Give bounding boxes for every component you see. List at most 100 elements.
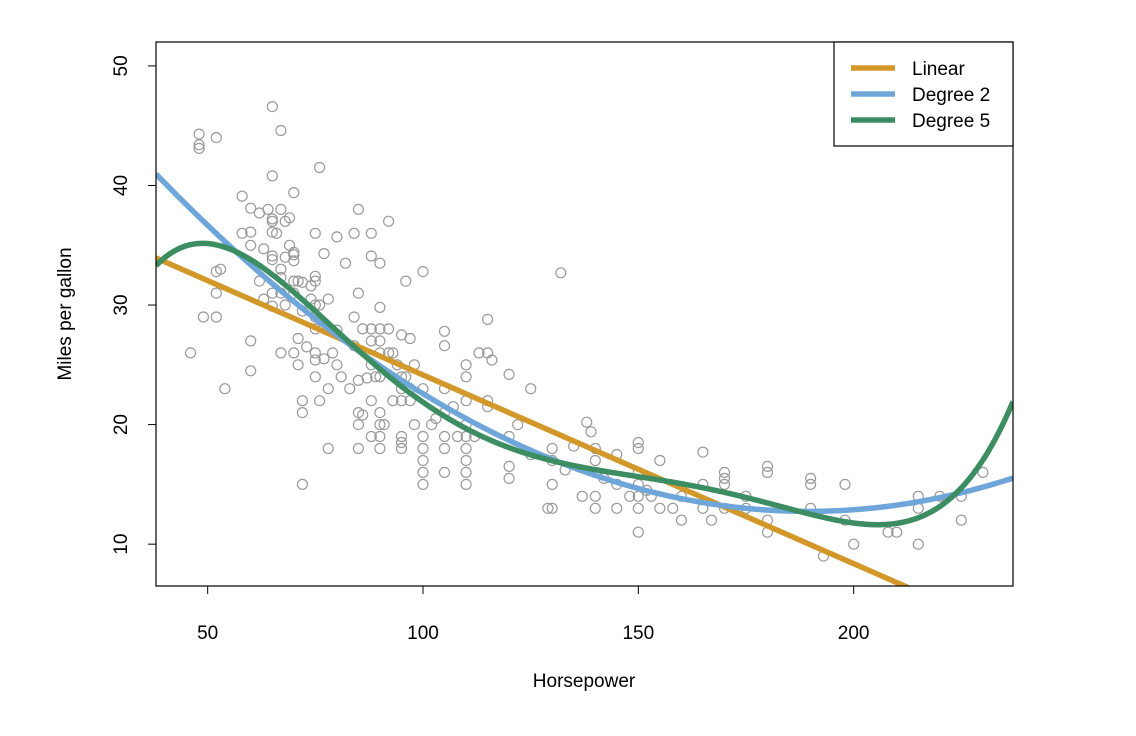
y-tick-label: 30 bbox=[111, 294, 132, 315]
data-point bbox=[761, 466, 774, 478]
data-point bbox=[955, 514, 967, 526]
data-point bbox=[236, 190, 248, 202]
data-point bbox=[654, 454, 666, 467]
data-point bbox=[374, 430, 386, 443]
data-point bbox=[589, 490, 601, 502]
data-point bbox=[503, 368, 515, 380]
data-point bbox=[555, 267, 567, 279]
data-point bbox=[331, 231, 343, 243]
data-point bbox=[404, 332, 416, 345]
data-point bbox=[210, 287, 222, 299]
x-tick-label: 50 bbox=[197, 623, 218, 644]
legend-label: Degree 5 bbox=[912, 111, 990, 132]
data-point bbox=[318, 248, 330, 260]
data-point bbox=[215, 263, 227, 275]
data-point bbox=[395, 436, 408, 449]
data-point bbox=[357, 409, 369, 421]
data-point bbox=[279, 299, 291, 311]
data-point bbox=[193, 139, 205, 151]
data-point bbox=[718, 478, 731, 490]
data-point bbox=[438, 340, 451, 352]
y-axis: 10 20 30 40 50 bbox=[111, 55, 157, 555]
data-point bbox=[258, 243, 270, 255]
data-point bbox=[460, 371, 472, 383]
data-point bbox=[245, 335, 257, 347]
y-tick-label: 10 bbox=[111, 534, 132, 555]
data-point bbox=[275, 203, 287, 215]
data-point bbox=[352, 442, 364, 455]
data-point bbox=[667, 502, 679, 514]
data-point bbox=[309, 270, 321, 282]
data-point bbox=[697, 446, 709, 458]
data-point bbox=[365, 323, 377, 335]
data-point bbox=[482, 313, 494, 325]
data-point bbox=[365, 227, 377, 239]
data-point bbox=[374, 301, 386, 313]
data-point bbox=[296, 478, 308, 490]
data-point bbox=[245, 202, 257, 214]
data-point bbox=[546, 442, 558, 455]
x-axis: 50 100 150 200 bbox=[197, 585, 870, 644]
data-point bbox=[417, 454, 429, 467]
data-point bbox=[460, 442, 472, 455]
data-point bbox=[275, 124, 287, 137]
data-point bbox=[460, 466, 472, 478]
data-point bbox=[288, 255, 300, 267]
data-point bbox=[283, 212, 296, 224]
data-point bbox=[374, 419, 386, 431]
data-point bbox=[374, 257, 386, 269]
data-point bbox=[266, 250, 278, 262]
data-point bbox=[266, 287, 278, 299]
data-point bbox=[503, 460, 515, 472]
data-point bbox=[624, 490, 636, 502]
x-tick-label: 200 bbox=[838, 623, 870, 644]
data-point bbox=[718, 472, 731, 484]
data-point bbox=[296, 407, 308, 419]
data-point bbox=[361, 372, 373, 384]
data-point bbox=[288, 249, 300, 261]
data-point bbox=[322, 383, 334, 395]
data-point bbox=[473, 347, 485, 359]
data-point bbox=[283, 239, 296, 251]
y-axis-title: Miles per gallon bbox=[55, 247, 76, 380]
data-point bbox=[370, 371, 382, 383]
data-point bbox=[352, 287, 364, 299]
data-point bbox=[848, 538, 860, 550]
data-point bbox=[675, 514, 688, 526]
data-point bbox=[912, 538, 924, 550]
data-point bbox=[365, 430, 377, 443]
data-point bbox=[417, 478, 429, 490]
data-point bbox=[309, 227, 321, 239]
data-point bbox=[383, 323, 395, 335]
degree-2-fit-line bbox=[156, 172, 1013, 515]
data-point bbox=[348, 227, 360, 239]
data-point bbox=[882, 526, 894, 538]
data-point bbox=[275, 263, 287, 275]
data-point bbox=[395, 430, 408, 443]
data-point bbox=[352, 419, 364, 431]
data-point bbox=[374, 323, 386, 335]
data-point bbox=[451, 430, 464, 443]
data-point bbox=[365, 395, 377, 407]
data-point bbox=[408, 419, 420, 431]
data-point bbox=[761, 460, 774, 472]
legend: Linear Degree 2 Degree 5 bbox=[833, 41, 1014, 147]
data-point bbox=[365, 335, 377, 347]
data-point bbox=[210, 311, 222, 323]
data-point bbox=[632, 526, 644, 538]
y-tick-label: 40 bbox=[111, 175, 132, 196]
data-point bbox=[395, 395, 408, 407]
data-point bbox=[266, 254, 278, 266]
data-point bbox=[438, 442, 451, 455]
data-point bbox=[266, 226, 278, 238]
data-point bbox=[245, 365, 257, 377]
data-point bbox=[236, 227, 248, 239]
data-point bbox=[438, 466, 451, 478]
data-point bbox=[589, 502, 601, 514]
data-point bbox=[266, 100, 278, 113]
data-point bbox=[245, 239, 257, 251]
data-point bbox=[589, 454, 601, 467]
data-point bbox=[322, 293, 334, 305]
data-point bbox=[262, 203, 274, 215]
